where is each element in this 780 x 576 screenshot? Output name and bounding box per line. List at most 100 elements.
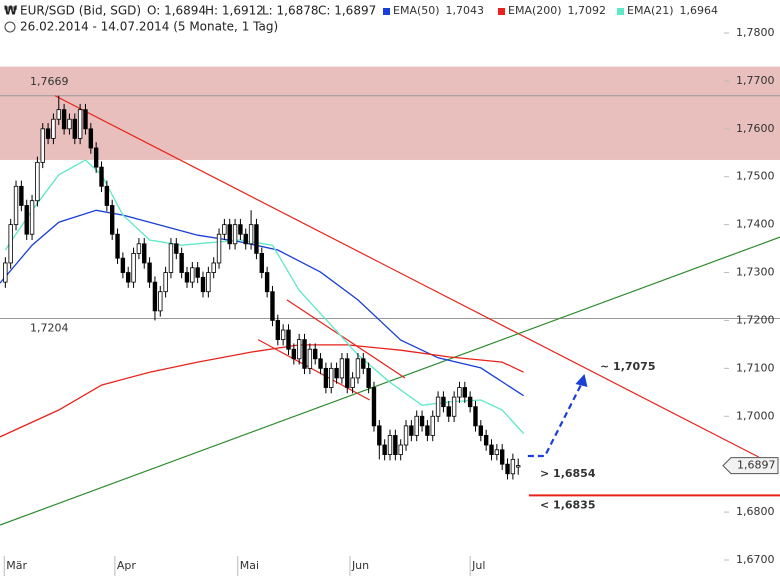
legend-swatch (383, 8, 390, 15)
y-tick-label: 1,7700 (736, 74, 775, 87)
candle-body (67, 118, 72, 130)
y-tick-label: 1,7500 (736, 170, 775, 183)
candle-body (93, 147, 99, 168)
candle-body (425, 425, 430, 436)
candle-body (40, 128, 45, 163)
candle-body (109, 205, 115, 235)
y-tick-label: 1,7100 (736, 361, 775, 374)
y-tick-label: 1,7200 (736, 313, 775, 326)
candle-body (227, 224, 232, 245)
candle-body (45, 128, 51, 139)
candle-body (505, 463, 510, 475)
y-tick-label: 1,7000 (736, 409, 775, 422)
candle-body (430, 415, 435, 436)
candle-body (494, 449, 500, 455)
candle-body (179, 252, 184, 273)
candle-body (355, 358, 361, 379)
plot-area: 1,76691,72041,67001,68001,69001,70001,71… (0, 26, 780, 576)
candle-body (270, 291, 275, 321)
candle-body (419, 415, 425, 427)
resistance-zone (0, 66, 780, 160)
candle-body (206, 272, 211, 293)
candle-body (88, 128, 94, 149)
candle-body (489, 444, 494, 456)
candle-body (435, 396, 441, 417)
x-tick-label: Jul (471, 559, 485, 572)
candle-body (174, 243, 179, 254)
candle-body (77, 109, 83, 139)
y-tick-label: 1,7400 (736, 218, 775, 231)
candle-body (248, 224, 254, 245)
candle-body (393, 435, 398, 456)
candle-body (366, 367, 371, 388)
x-tick-label: Apr (117, 559, 137, 572)
candle-body (254, 224, 259, 254)
price-tag-label: 1,6897 (737, 459, 776, 472)
logo: ₩ (4, 4, 18, 18)
legend-label: EMA(21) (627, 4, 674, 17)
candle-body (216, 233, 222, 264)
candle-body (99, 166, 104, 187)
candle-body (478, 425, 484, 436)
candle-body (56, 109, 61, 120)
candle-body (323, 367, 329, 388)
candle-body (168, 243, 174, 273)
candle-body (211, 262, 216, 273)
candle-body (3, 262, 8, 283)
candle-body (451, 396, 457, 417)
x-tick-label: Jun (351, 559, 369, 572)
legend-label: EMA(200) (508, 4, 562, 17)
candle-body (190, 267, 195, 283)
candle-body (163, 272, 168, 293)
candle-body (414, 415, 419, 436)
candle-body (441, 396, 446, 408)
y-tick-label: 1,6800 (736, 505, 775, 518)
candle-body (259, 252, 264, 273)
y-tick-label: 1,6700 (736, 553, 775, 566)
candle-body (184, 272, 190, 283)
candle-body (280, 329, 286, 341)
price-tag (722, 457, 779, 475)
candle-body (24, 205, 29, 235)
candle-body (462, 387, 467, 398)
candle-body (302, 339, 307, 369)
candle-body (403, 425, 409, 446)
candle-body (142, 243, 147, 264)
x-tick-label: Mär (6, 559, 27, 572)
x-tick-label: Mai (240, 559, 259, 572)
candle-body (8, 224, 13, 264)
candle-body (483, 435, 489, 446)
candle-body (473, 406, 478, 427)
candle-body (510, 458, 516, 475)
projection-label: ~ 1,7075 (600, 360, 656, 373)
legend-value: 1,7043 (446, 4, 485, 17)
legend-label: EMA(50) (393, 4, 440, 17)
candle-body (83, 109, 88, 130)
candle-body (334, 367, 339, 379)
candle-body (398, 444, 403, 456)
candle-body (457, 387, 462, 398)
candle-body (120, 257, 126, 273)
candle-body (275, 320, 281, 341)
candle-body (387, 435, 393, 456)
candle-body (136, 243, 142, 254)
candle-body (264, 272, 270, 293)
candle-body (329, 367, 334, 388)
candle-body (238, 224, 243, 235)
trendline (286, 299, 406, 379)
candle-body (371, 387, 377, 427)
candle-body (318, 358, 323, 369)
candle-body (61, 109, 67, 130)
candle-body (446, 406, 451, 417)
candle-body (29, 200, 35, 235)
support-label: < 1,6835 (540, 498, 596, 511)
candle-body (35, 161, 40, 202)
candle-body (382, 444, 387, 456)
level-label: 1,7204 (30, 322, 69, 335)
candle-body (72, 118, 77, 139)
target-label: > 1,6854 (540, 467, 596, 480)
candle-body (361, 358, 366, 369)
clock-icon (4, 21, 16, 33)
candle-body (339, 358, 345, 379)
